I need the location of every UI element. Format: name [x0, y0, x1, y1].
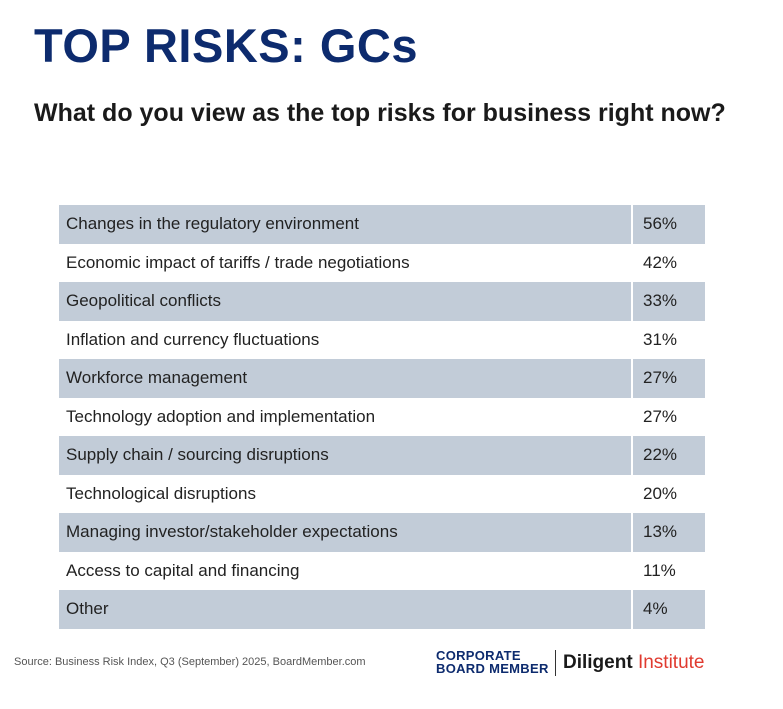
risk-value: 56%: [631, 205, 705, 244]
table-row: Other 4%: [59, 590, 705, 629]
table-row: Geopolitical conflicts 33%: [59, 282, 705, 321]
risk-value: 33%: [631, 282, 705, 321]
table-row: Access to capital and financing 11%: [59, 551, 705, 590]
risk-label: Geopolitical conflicts: [59, 282, 631, 321]
diligent-institute-logo: Diligent Institute: [563, 652, 705, 674]
table-row: Supply chain / sourcing disruptions 22%: [59, 436, 705, 475]
corporate-board-member-logo: CORPORATE BOARD MEMBER: [436, 649, 549, 675]
table-row: Economic impact of tariffs / trade negot…: [59, 243, 705, 282]
risk-label: Supply chain / sourcing disruptions: [59, 436, 631, 475]
table-row: Inflation and currency fluctuations 31%: [59, 320, 705, 359]
logo-cbm-line1: CORPORATE: [436, 648, 521, 663]
risk-label: Other: [59, 590, 631, 629]
risk-label: Workforce management: [59, 359, 631, 398]
risk-value: 31%: [631, 320, 705, 359]
table-row: Technological disruptions 20%: [59, 474, 705, 513]
risk-value: 22%: [631, 436, 705, 475]
table-row: Technology adoption and implementation 27…: [59, 397, 705, 436]
risk-label: Inflation and currency fluctuations: [66, 329, 320, 349]
risk-label: Economic impact of tariffs / trade negot…: [66, 252, 410, 272]
table-row: Changes in the regulatory environment 56%: [59, 205, 705, 244]
page-subtitle: What do you view as the top risks for bu…: [34, 99, 726, 127]
logo-cbm-line2: BOARD MEMBER: [436, 661, 549, 676]
risk-value: 13%: [631, 513, 705, 552]
logo-divider: [555, 650, 556, 676]
logo-diligent: Diligent: [563, 652, 633, 673]
risk-value: 27%: [631, 359, 705, 398]
risk-label: Managing investor/stakeholder expectatio…: [59, 513, 631, 552]
risk-label: Technological disruptions: [66, 483, 256, 503]
risk-label: Technology adoption and implementation: [66, 406, 376, 426]
source-note: Source: Business Risk Index, Q3 (Septemb…: [14, 656, 366, 668]
risk-label: Access to capital and financing: [66, 560, 300, 580]
risk-value: 11%: [631, 551, 705, 590]
table-row: Workforce management 27%: [59, 359, 705, 398]
logo-institute: Institute: [637, 652, 705, 673]
risk-value: 4%: [631, 590, 705, 629]
table-row: Managing investor/stakeholder expectatio…: [59, 513, 705, 552]
page-title: TOP RISKS: GCs: [34, 19, 418, 72]
risk-label: Changes in the regulatory environment: [59, 205, 631, 244]
risk-value: 42%: [631, 243, 705, 282]
risk-value: 27%: [631, 397, 705, 436]
risk-table: Changes in the regulatory environment 56%…: [59, 205, 705, 629]
risk-value: 20%: [631, 474, 705, 513]
